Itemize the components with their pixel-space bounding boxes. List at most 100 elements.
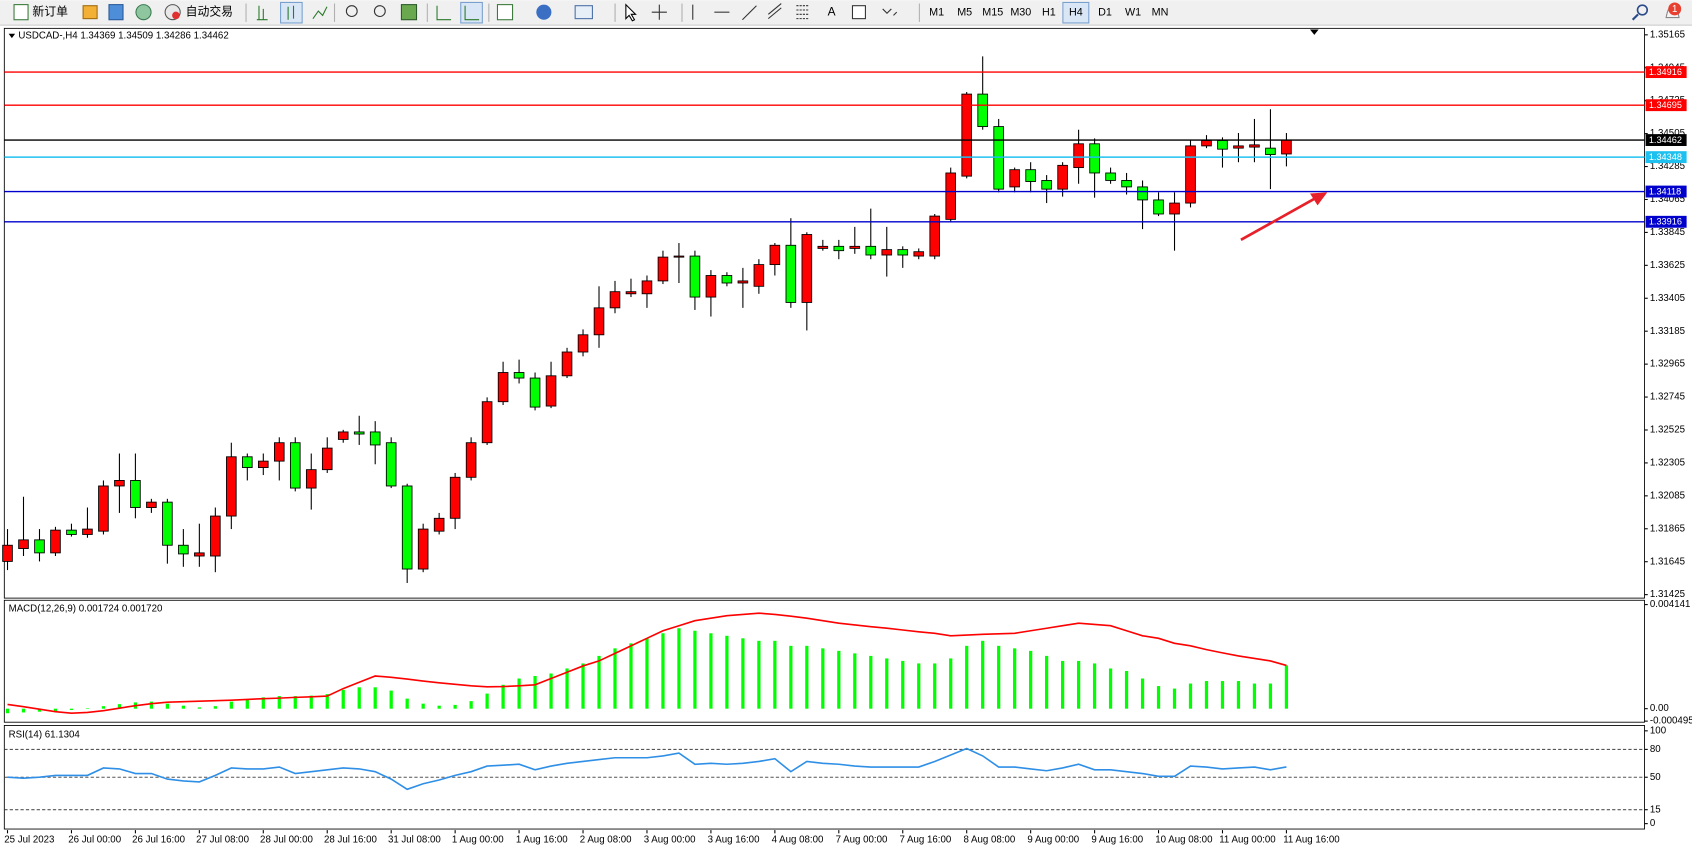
candle-body: [657, 256, 669, 282]
macd-histogram-bar: [981, 640, 985, 709]
y-tick-label: -0.000495: [1650, 716, 1692, 727]
macd-histogram-bar: [1045, 655, 1049, 709]
timeframe-button[interactable]: H4: [1069, 7, 1083, 19]
y-tick-label: 1.31645: [1650, 556, 1685, 567]
zoom-in-icon[interactable]: [345, 5, 358, 18]
candle-body: [961, 93, 972, 177]
macd-histogram-bar: [933, 663, 937, 709]
x-tick-label: 7 Aug 00:00: [836, 834, 888, 845]
price-tag: [1645, 99, 1687, 112]
candle-body: [98, 485, 109, 532]
x-tick-label: 9 Aug 16:00: [1091, 834, 1143, 845]
candle-chart-icon-pressed[interactable]: [280, 1, 303, 24]
panel-frame: [3, 27, 1645, 599]
auto-trading-indicator: [172, 11, 180, 20]
macd-histogram-bar: [101, 706, 106, 709]
line-chart-icon[interactable]: [312, 6, 328, 19]
bar-chart-icon[interactable]: [256, 5, 268, 21]
label-tool[interactable]: [851, 5, 866, 20]
candle-body: [66, 529, 77, 535]
price-tag-label: 1.33916: [1649, 217, 1682, 227]
macd-histogram-bar: [597, 655, 601, 709]
timeframe-button[interactable]: M1: [929, 7, 944, 19]
candle-body: [849, 245, 861, 249]
y-tick-label: 1.35165: [1650, 29, 1685, 40]
crosshair-tool[interactable]: [651, 4, 667, 20]
candle-body: [1137, 186, 1148, 201]
new-order-button[interactable]: 新订单: [32, 4, 68, 18]
zoom-out-icon[interactable]: [373, 5, 386, 18]
candle-chart-icon[interactable]: [287, 5, 295, 20]
candle-body: [881, 249, 893, 256]
macd-histogram-bar: [709, 633, 713, 709]
timeframe-button[interactable]: H1: [1042, 7, 1056, 19]
y-tick-label: 1.32745: [1650, 392, 1685, 403]
candle-body: [737, 280, 749, 284]
templates-icon[interactable]: [574, 5, 593, 20]
candle-body: [529, 377, 541, 408]
chart-shift-icon-pressed[interactable]: [460, 1, 483, 24]
candle-body: [337, 431, 349, 440]
toolbar-icon[interactable]: [108, 4, 124, 21]
y-tick-label: 0.00: [1650, 703, 1669, 714]
macd-signal-line: [7, 612, 1287, 715]
autoscroll-icon[interactable]: [436, 5, 452, 21]
macd-histogram-bar: [1284, 665, 1289, 709]
candle-body: [50, 529, 61, 554]
price-tag-label: 1.34462: [1649, 135, 1682, 145]
candle-body: [865, 245, 877, 256]
timeframe-button[interactable]: D1: [1098, 7, 1112, 19]
periods-icon[interactable]: [536, 4, 552, 20]
x-tick-label: 10 Aug 08:00: [1155, 834, 1213, 845]
macd-histogram-bar: [309, 695, 313, 709]
candle-body: [1105, 172, 1116, 181]
candle-body: [993, 126, 1004, 190]
tile-windows-icon[interactable]: [400, 4, 418, 21]
text-tool[interactable]: A: [828, 4, 836, 18]
y-tick-label: 15: [1650, 804, 1661, 815]
x-tick-label: 11 Aug 16:00: [1283, 834, 1340, 845]
auto-trading-button[interactable]: 自动交易: [186, 4, 233, 18]
timeframe-button[interactable]: M5: [957, 7, 972, 19]
chart-type-icons[interactable]: [256, 1, 328, 24]
indicators-icon[interactable]: [496, 4, 514, 21]
y-tick-label: 1.32525: [1650, 425, 1685, 436]
candle-body: [146, 501, 157, 508]
trendline-tool[interactable]: [742, 5, 757, 21]
timeframe-bar: M1 M5 M15 M30 H1 H4 D1 W1 MN: [929, 1, 1169, 24]
timeframe-button[interactable]: M30: [1010, 7, 1031, 19]
search-icon[interactable]: [1636, 4, 1649, 16]
x-tick-label: 27 Jul 08:00: [196, 834, 249, 845]
candle-body: [945, 172, 956, 220]
macd-histogram-bar: [1140, 678, 1145, 709]
toolbar-icon[interactable]: [135, 4, 152, 21]
y-tick-label: 80: [1650, 744, 1661, 755]
macd-histogram-bar: [997, 645, 1001, 709]
macd-histogram-bar: [421, 703, 425, 709]
toolbar-icon[interactable]: [82, 5, 98, 20]
fibonacci-tool[interactable]: [796, 5, 810, 20]
macd-histogram-bar: [725, 635, 729, 709]
channel-tool[interactable]: [767, 3, 782, 20]
timeframe-pressed[interactable]: [1062, 1, 1090, 24]
candle-body: [449, 476, 461, 519]
timeframe-button[interactable]: MN: [1152, 7, 1169, 19]
macd-histogram-bar: [645, 638, 649, 709]
chart: 1.351651.349451.347251.345051.342851.340…: [2, 27, 1692, 845]
timeframe-button[interactable]: M15: [982, 7, 1003, 19]
arrows-tool[interactable]: [882, 8, 898, 16]
macd-histogram-bar: [1092, 663, 1097, 709]
y-tick-label: 1.32305: [1650, 457, 1685, 468]
macd-histogram-bar: [213, 706, 217, 709]
new-order-icon[interactable]: [13, 4, 29, 21]
candle-body: [178, 544, 189, 555]
macd-histogram-bar: [501, 684, 505, 709]
x-tick-label: 4 Aug 08:00: [772, 834, 824, 845]
macd-histogram-bar: [549, 673, 553, 709]
chart-shift-icon[interactable]: [464, 5, 480, 21]
timeframe-button[interactable]: W1: [1125, 7, 1141, 19]
cursor-tool[interactable]: [625, 3, 637, 22]
candle-body: [1025, 169, 1036, 182]
candle-body: [273, 442, 285, 462]
